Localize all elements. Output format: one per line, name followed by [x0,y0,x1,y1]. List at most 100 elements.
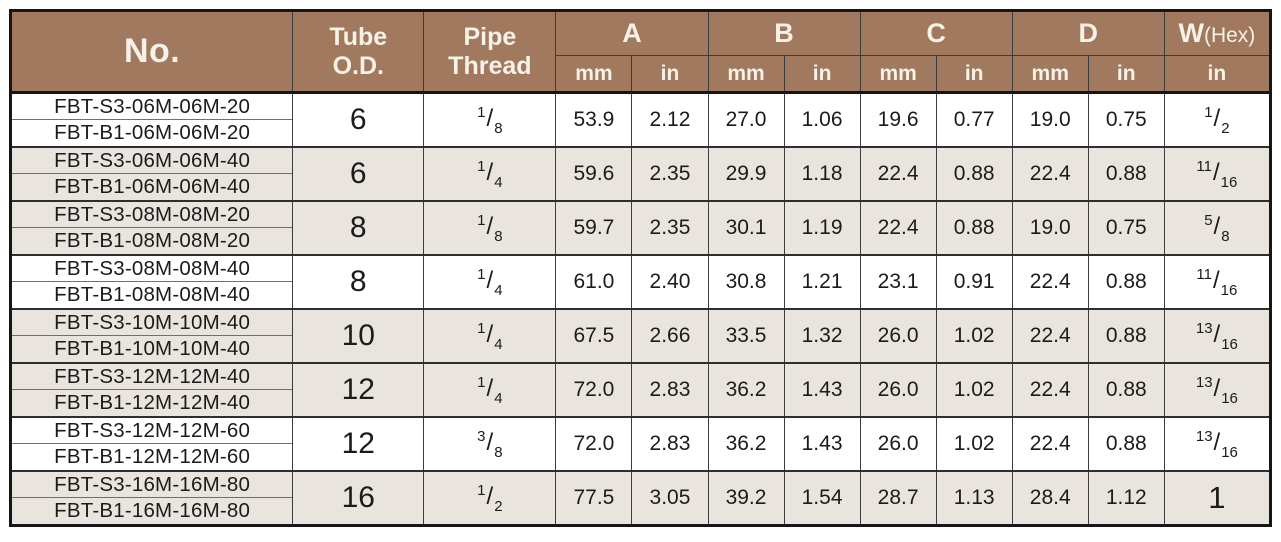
pipe-thread-cell: 1/8 [423,91,556,147]
dim-d-mm-cell: 19.0 [1011,91,1089,147]
dim-c-in-cell: 1.02 [935,308,1013,363]
dim-d-mm-cell: 19.0 [1011,200,1089,255]
dim-c-in-cell: 1.02 [935,362,1013,417]
part-number: FBT-S3-12M-12M-60 [12,419,293,444]
tube-od-cell: 6 [292,91,424,147]
dim-b-in-cell: 1.54 [783,470,861,526]
header-no: No. [9,10,294,93]
w-label: W [1178,18,1204,48]
fraction-value: 11/16 [1196,157,1238,191]
fraction-value: 13/16 [1195,319,1238,353]
spec-row: FBT-S3-12M-12M-40 FBT-B1-12M-12M-40 12 1/4 7… [10,362,1271,417]
tube-od-cell: 12 [292,416,424,471]
dim-c-in-cell: 1.02 [935,416,1013,471]
dim-d-mm-cell: 22.4 [1011,254,1089,309]
dim-b-in-cell: 1.21 [783,254,861,309]
pipe-thread-cell: 1/4 [423,308,556,363]
part-number: FBT-S3-12M-12M-40 [12,365,293,390]
pipe-thread-cell: 3/8 [423,416,556,471]
tube-od-cell: 12 [292,362,424,417]
part-number-cell: FBT-S3-08M-08M-40 FBT-B1-08M-08M-40 [10,254,293,309]
dim-b-mm-cell: 27.0 [707,91,785,147]
table-header: No. Tube O.D. Pipe Thread A B C D W(Hex)… [9,10,1272,93]
dim-b-in-cell: 1.06 [783,91,861,147]
pipe-thread-cell: 1/4 [423,146,556,201]
w-hex-cell: 11/16 [1163,146,1271,201]
spec-row: FBT-S3-06M-06M-20 FBT-B1-06M-06M-20 6 1/8 53… [10,91,1271,147]
part-number: FBT-B1-12M-12M-40 [54,391,251,414]
dim-a-mm-cell: 77.5 [555,470,632,526]
part-number-cell: FBT-S3-06M-06M-40 FBT-B1-06M-06M-40 [10,146,293,201]
header-dim-b: B [707,10,861,56]
spec-row: FBT-S3-10M-10M-40 FBT-B1-10M-10M-40 10 1/4 6… [10,308,1271,363]
fraction-value: 3/8 [477,427,503,461]
tube-od-cell: 8 [292,200,424,255]
dim-c-in-cell: 0.88 [935,146,1013,201]
pipe-thread-cell: 1/2 [423,470,556,526]
tube-od-cell: 16 [292,470,424,526]
dim-b-mm-cell: 30.8 [707,254,785,309]
fraction-value: 11/16 [1196,265,1238,299]
dim-c-mm-cell: 23.1 [859,254,937,309]
pipe-thread-cell: 1/8 [423,200,556,255]
fraction-value: 5/8 [1204,211,1230,245]
spec-row: FBT-S3-08M-08M-40 FBT-B1-08M-08M-40 8 1/4 61… [10,254,1271,309]
part-number-cell: FBT-S3-16M-16M-80 FBT-B1-16M-16M-80 [10,470,293,526]
table-body: FBT-S3-06M-06M-20 FBT-B1-06M-06M-20 6 1/8 53… [10,91,1271,526]
header-unit-d-mm: mm [1011,55,1089,93]
dim-a-mm-cell: 53.9 [555,91,632,147]
part-number: FBT-B1-06M-06M-20 [54,121,251,144]
header-unit-w-in: in [1163,55,1272,93]
fraction-value: 1/8 [477,103,503,137]
dim-d-mm-cell: 22.4 [1011,308,1089,363]
dim-a-in-cell: 2.66 [631,308,708,363]
header-unit-d-in: in [1087,55,1165,93]
dim-a-in-cell: 2.83 [631,416,708,471]
dim-b-in-cell: 1.18 [783,146,861,201]
dim-b-in-cell: 1.43 [783,416,861,471]
header-pipe-thread: Pipe Thread [423,10,557,93]
dim-d-in-cell: 0.88 [1087,416,1165,471]
spec-table: No. Tube O.D. Pipe Thread A B C D W(Hex)… [9,9,1272,527]
dim-a-mm-cell: 59.6 [555,146,632,201]
dim-b-mm-cell: 36.2 [707,362,785,417]
dim-d-mm-cell: 22.4 [1011,146,1089,201]
header-unit-c-in: in [935,55,1013,93]
header-dim-d: D [1011,10,1165,56]
part-number: FBT-S3-08M-08M-40 [12,257,293,282]
dim-a-mm-cell: 61.0 [555,254,632,309]
dim-a-in-cell: 2.40 [631,254,708,309]
dim-c-in-cell: 1.13 [935,470,1013,526]
w-hex-cell: 5/8 [1163,200,1271,255]
part-number: FBT-B1-10M-10M-40 [54,337,251,360]
header-tube-od: Tube O.D. [292,10,425,93]
header-unit-a-mm: mm [555,55,633,93]
dim-b-in-cell: 1.19 [783,200,861,255]
dim-a-mm-cell: 67.5 [555,308,632,363]
dim-c-mm-cell: 26.0 [859,362,937,417]
pipe-thread-cell: 1/4 [423,362,556,417]
part-number-cell: FBT-S3-12M-12M-60 FBT-B1-12M-12M-60 [10,416,293,471]
dim-b-mm-cell: 33.5 [707,308,785,363]
fraction-value: 13/16 [1195,427,1238,461]
dim-d-in-cell: 0.88 [1087,362,1165,417]
w-hex-cell: 11/16 [1163,254,1271,309]
spec-row: FBT-S3-16M-16M-80 FBT-B1-16M-16M-80 16 1/2 7… [10,470,1271,526]
w-hex-cell: 13/16 [1163,308,1271,363]
spec-row: FBT-S3-12M-12M-60 FBT-B1-12M-12M-60 12 3/8 7… [10,416,1271,471]
dim-b-in-cell: 1.43 [783,362,861,417]
dim-b-mm-cell: 39.2 [707,470,785,526]
part-number: FBT-B1-08M-08M-20 [54,229,251,252]
w-hex-cell: 13/16 [1163,362,1271,417]
dim-d-in-cell: 0.88 [1087,254,1165,309]
dim-c-in-cell: 0.88 [935,200,1013,255]
header-w-hex: W(Hex) [1163,10,1272,56]
tube-od-cell: 8 [292,254,424,309]
fraction-value: 1 [1208,480,1226,515]
fraction-value: 1/2 [1204,103,1230,137]
part-number: FBT-S3-16M-16M-80 [12,473,293,498]
part-number: FBT-S3-08M-08M-20 [12,203,293,228]
dim-a-in-cell: 3.05 [631,470,708,526]
fraction-value: 1/4 [477,373,503,407]
fraction-value: 1/8 [477,211,503,245]
